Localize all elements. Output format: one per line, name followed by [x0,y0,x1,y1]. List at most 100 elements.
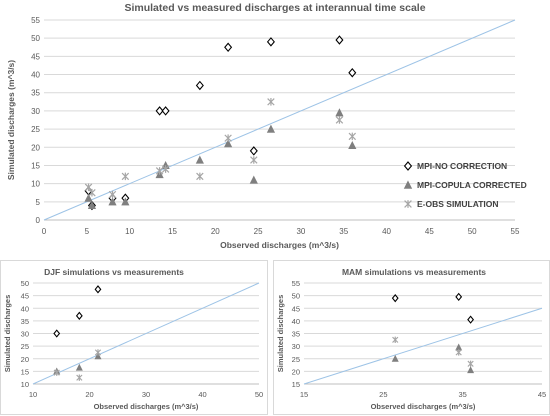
diamond-point [195,80,204,91]
x-point [392,336,399,344]
y-tick-label: 55 [31,16,40,25]
y-tick-label: 50 [292,292,300,301]
x-tick-label: 10 [125,227,134,236]
x-tick-label: 30 [296,227,305,236]
x-point [121,172,130,181]
y-tick-label: 20 [21,355,29,364]
triangle-point [348,140,357,150]
y-tick-label: 10 [31,180,40,189]
x-point [335,116,344,124]
main-chart: Simulated vs measured discharges at inte… [6,2,527,250]
y-tick-label: 45 [292,304,300,313]
x-point [467,360,474,367]
diamond-point [249,146,258,156]
diamond-point [391,293,399,303]
y-tick-label: 45 [31,52,40,61]
x-tick-label: 20 [211,227,220,236]
chart-title: MAM simulations vs measurements [342,267,486,277]
djf-chart: DJF simulations vs measurements 10 15 20 25 3… [3,267,263,411]
x-point [155,167,164,175]
y-tick-label: 0 [36,216,41,225]
x-point [455,349,462,356]
diamond-point [348,67,357,78]
reference-line-1-to-1 [303,307,543,385]
diamond-point [161,106,170,116]
x-tick-label: 25 [379,390,387,399]
triangle-point [87,200,97,210]
legend-entry: MPI-COPULA CORRECTED [417,180,527,190]
reference-line-1-to-1 [43,19,516,221]
triangle-point [335,108,344,117]
y-tick-label: 40 [21,304,29,313]
triangle-point [84,193,93,202]
triangle-point [121,197,130,206]
x-axis-title: Observed discharges (m^3/s) [94,402,199,411]
x-tick-label: 50 [255,390,263,399]
y-tick-label: 40 [31,71,40,80]
x-tick-label: 10 [29,390,37,399]
reference-line-1-to-1 [32,282,260,385]
triangle-point [391,354,399,362]
x-axis-title: Observed discharges (m^3/s) [220,240,339,250]
y-tick-label: 30 [292,342,300,351]
x-tick-label: 5 [85,227,90,236]
diamond-point [155,106,164,116]
x-tick-label: 25 [254,227,263,236]
mam-chart-panel: MAM simulations vs measurements 15 20 25 30 3… [273,260,550,415]
y-tick-label: 25 [31,125,40,134]
legend-marker [403,161,413,171]
y-tick-label: 20 [31,143,40,152]
x-point [94,349,102,356]
x-point [53,369,60,376]
x-tick-label: 35 [339,227,348,236]
y-tick-label: 55 [292,279,300,288]
triangle-point [249,175,258,184]
y-tick-label: 35 [292,330,300,339]
x-tick-label: 45 [538,390,546,399]
y-tick-label: 35 [21,317,29,326]
triangle-point [266,124,276,133]
x-tick-label: 15 [168,227,177,236]
legend-marker [404,200,412,208]
x-tick-label: 35 [458,390,466,399]
x-tick-label: 40 [382,227,391,236]
y-tick-label: 35 [31,89,40,98]
x-point [76,374,83,381]
legend-marker [403,180,413,189]
x-point [88,188,96,197]
triangle-point [467,366,475,374]
chart-title: Simulated vs measured discharges at inte… [124,2,425,14]
y-tick-label: 50 [21,279,29,288]
x-tick-label: 45 [425,227,434,236]
y-tick-label: 5 [36,198,41,207]
diamond-point [224,42,233,53]
diamond-point [75,311,83,320]
diamond-point [94,285,102,294]
x-tick-label: 40 [198,390,206,399]
x-point [267,98,275,106]
y-axis-title: Simulated discharges [3,295,12,373]
triangle-point [195,155,204,164]
y-tick-label: 15 [31,161,40,170]
triangle-point [455,343,463,351]
triangle-point [94,352,102,360]
x-tick-label: 30 [142,390,150,399]
y-axis-title: Simulated discharges [276,295,285,373]
y-axis-title: Simulated discharges (m^3/s) [6,60,16,180]
y-tick-label: 50 [31,34,40,43]
y-tick-label: 10 [21,380,29,389]
triangle-point [108,197,117,206]
diamond-point [335,35,344,45]
diamond-point [266,37,275,47]
x-tick-label: 0 [42,227,47,236]
x-point [108,190,117,199]
y-tick-label: 25 [292,355,300,364]
y-tick-label: 40 [292,317,300,326]
x-point [161,165,170,173]
triangle-point [75,363,83,371]
x-tick-label: 20 [85,390,93,399]
x-tick-label: 50 [468,227,477,236]
chart-title: DJF simulations vs measurements [44,267,184,277]
legend-entry: E-OBS SIMULATION [417,199,499,209]
y-tick-label: 20 [292,367,300,376]
